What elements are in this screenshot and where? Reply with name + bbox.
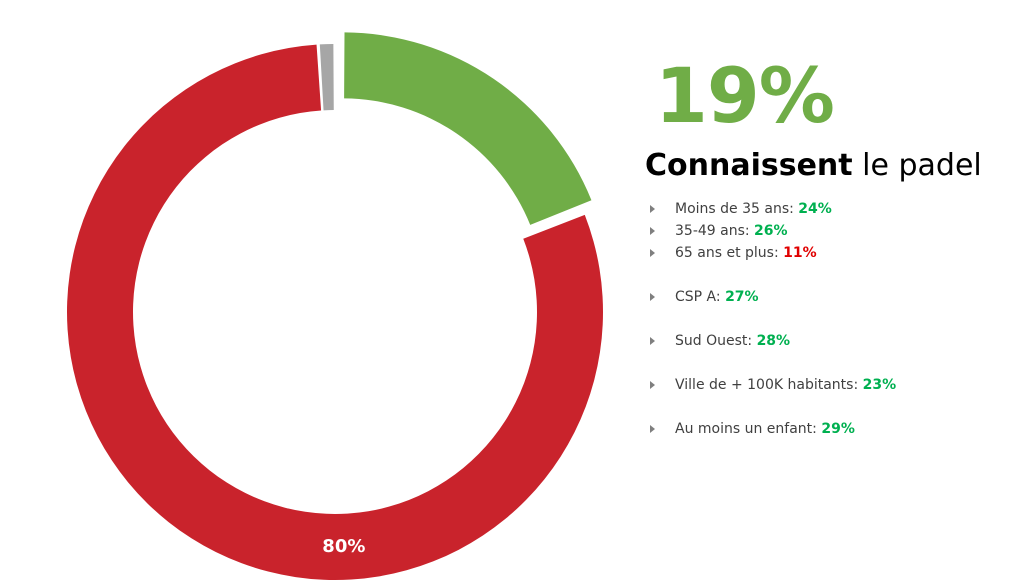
bullet-arrow-icon <box>650 249 655 257</box>
donut-slice-0 <box>344 32 592 225</box>
bullet-arrow-icon <box>650 337 655 345</box>
breakdown-label: Moins de 35 ans: <box>675 201 799 217</box>
headline-subtitle: Connaissent le padel <box>645 148 982 184</box>
headline-percentage: 19% <box>655 51 835 140</box>
breakdown-item: Ville de + 100K habitants: 23% <box>650 374 896 396</box>
breakdown-item: 35-49 ans: 26% <box>650 220 896 242</box>
breakdown-label: Sud Ouest: <box>675 333 757 349</box>
breakdown-label: 35-49 ans: <box>675 223 755 239</box>
breakdown-label: 65 ans et plus: <box>675 245 784 261</box>
slice-data-label: 80% <box>322 536 365 557</box>
donut-slice-2 <box>319 44 334 111</box>
breakdown-value: 29% <box>821 421 855 437</box>
breakdown-list: Moins de 35 ans: 24% 35-49 ans: 26% 65 a… <box>650 198 896 440</box>
breakdown-item: CSP A: 27% <box>650 286 896 308</box>
bullet-arrow-icon <box>650 227 655 235</box>
subtitle-strong: Connaissent <box>645 148 853 183</box>
donut-chart: 80% <box>67 32 604 581</box>
breakdown-label: Au moins un enfant: <box>675 421 822 437</box>
breakdown-value: 27% <box>725 289 759 305</box>
breakdown-label: Ville de + 100K habitants: <box>675 377 863 393</box>
breakdown-item: Sud Ouest: 28% <box>650 330 896 352</box>
bullet-arrow-icon <box>650 293 655 301</box>
breakdown-label: CSP A: <box>675 289 726 305</box>
bullet-arrow-icon <box>650 381 655 389</box>
breakdown-value: 24% <box>798 201 832 217</box>
breakdown-value: 23% <box>862 377 897 393</box>
bullet-arrow-icon <box>650 205 655 213</box>
breakdown-value: 11% <box>783 245 817 261</box>
breakdown-item: 65 ans et plus: 11% <box>650 242 896 264</box>
breakdown-value: 26% <box>754 223 788 239</box>
subtitle-rest: le padel <box>852 148 982 183</box>
breakdown-value: 28% <box>756 333 791 349</box>
breakdown-item: Au moins un enfant: 29% <box>650 418 896 440</box>
breakdown-item: Moins de 35 ans: 24% <box>650 198 896 220</box>
bullet-arrow-icon <box>650 425 655 433</box>
